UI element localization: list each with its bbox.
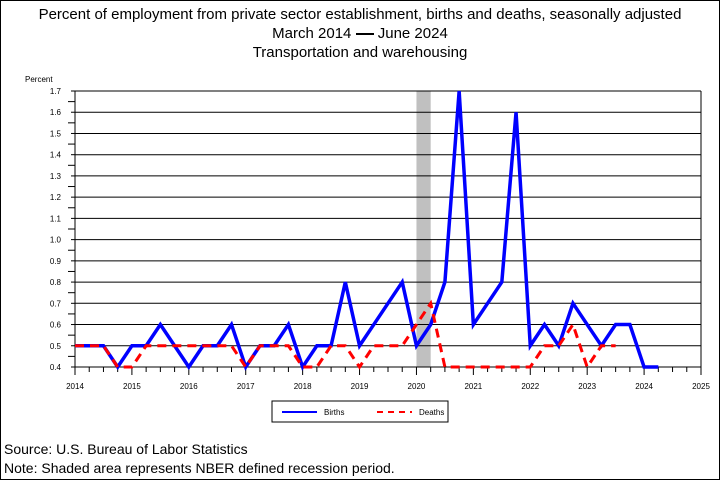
y-tick-label: 1.5 <box>50 129 62 138</box>
y-tick-label: 0.7 <box>50 299 62 308</box>
y-tick-label: 1.1 <box>50 214 62 223</box>
y-tick-label: 1.7 <box>50 87 62 96</box>
x-tick-label: 2018 <box>294 382 312 391</box>
y-tick-label: 0.6 <box>50 321 62 330</box>
recession-note: Note: Shaded area represents NBER define… <box>4 460 395 476</box>
x-tick-label: 2024 <box>635 382 653 391</box>
x-tick-label: 2025 <box>692 382 710 391</box>
y-tick-label: 1.6 <box>50 108 62 117</box>
chart-subtitle: March 2014 June 2024 <box>1 25 719 42</box>
x-tick-label: 2021 <box>464 382 482 391</box>
x-tick-label: 2020 <box>408 382 426 391</box>
y-tick-label: 0.8 <box>50 278 62 287</box>
y-tick-label: 0.5 <box>50 342 62 351</box>
series-line-deaths <box>75 299 616 371</box>
y-tick-label: 0.4 <box>50 363 62 372</box>
x-tick-label: 2022 <box>521 382 539 391</box>
subtitle-start: March 2014 <box>272 25 352 42</box>
legend-label-births: Births <box>324 408 344 417</box>
y-axis-label: Percent <box>25 75 53 84</box>
subtitle-end: June 2024 <box>377 25 448 42</box>
chart-title: Percent of employment from private secto… <box>38 6 682 23</box>
x-tick-label: 2015 <box>123 382 141 391</box>
y-tick-label: 1.3 <box>50 172 62 181</box>
x-tick-label: 2014 <box>66 382 84 391</box>
recession-band <box>416 91 431 367</box>
y-tick-label: 0.9 <box>50 257 62 266</box>
legend-label-deaths: Deaths <box>419 408 444 417</box>
x-tick-label: 2017 <box>237 382 255 391</box>
legend-box <box>271 400 449 423</box>
x-tick-label: 2023 <box>578 382 596 391</box>
y-tick-label: 1.2 <box>50 193 62 202</box>
x-tick-label: 2016 <box>180 382 198 391</box>
x-tick-label: 2019 <box>351 382 369 391</box>
y-tick-label: 1.4 <box>50 151 62 160</box>
chart-subtitle-industry: Transportation and warehousing <box>252 44 468 61</box>
source-note: Source: U.S. Bureau of Labor Statistics <box>4 441 248 457</box>
series-line-births <box>75 90 659 371</box>
y-tick-label: 1.0 <box>50 236 62 245</box>
